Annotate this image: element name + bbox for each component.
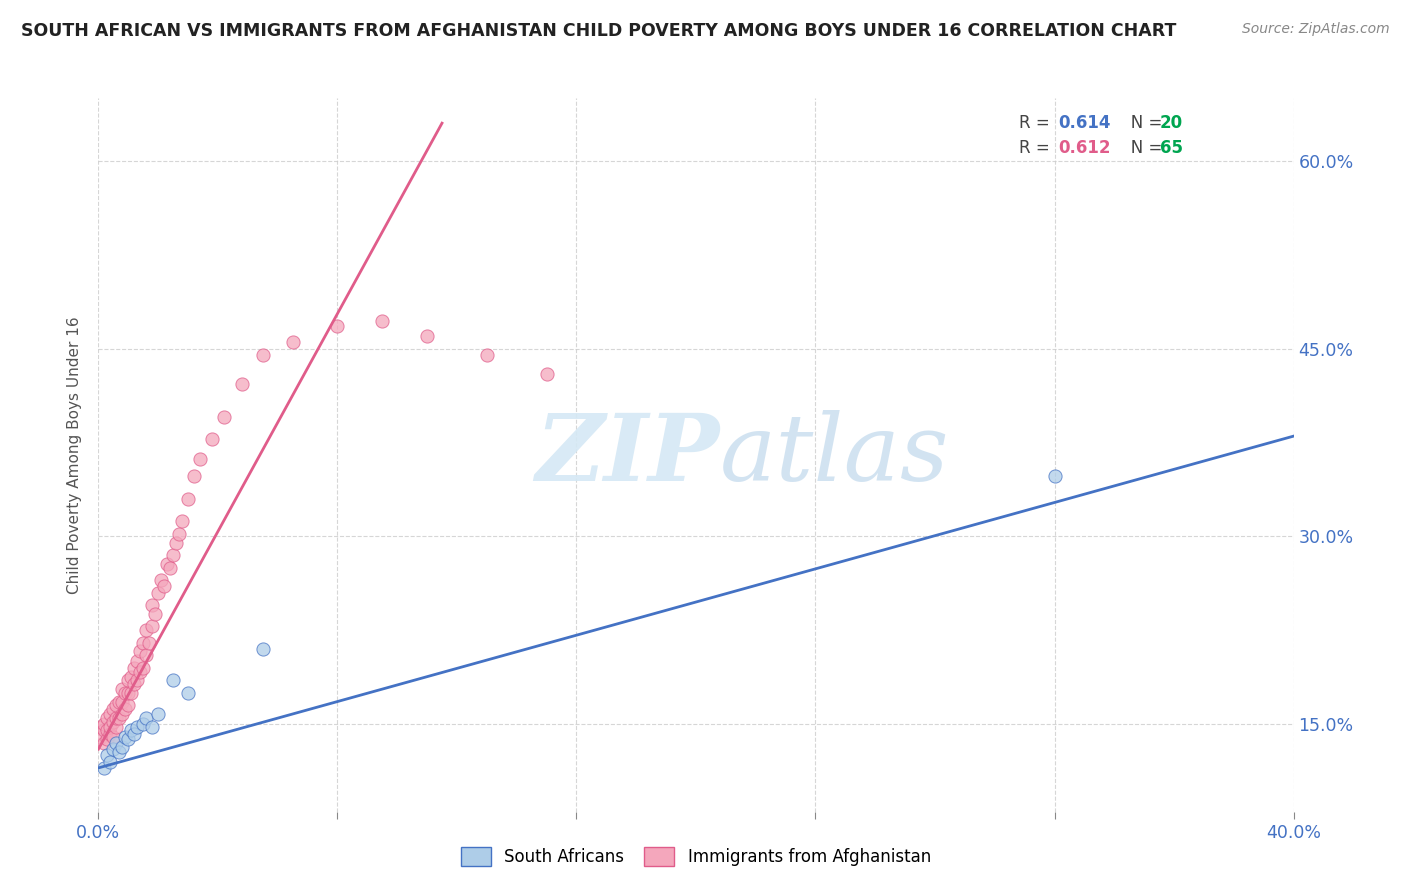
Point: [141, 619, 163, 633]
Text: 65: 65: [1160, 139, 1182, 157]
Point: [93, 761, 115, 775]
Point: [153, 579, 176, 593]
Point: [252, 348, 274, 362]
Point: [148, 707, 170, 722]
Point: [1043, 469, 1066, 483]
Point: [150, 573, 173, 587]
Point: [120, 686, 142, 700]
Point: [156, 557, 179, 571]
Point: [252, 642, 274, 657]
Point: [93, 717, 115, 731]
Point: [177, 686, 200, 700]
Text: 0.612: 0.612: [1059, 139, 1111, 157]
Point: [108, 694, 131, 708]
Point: [141, 720, 163, 734]
Point: [129, 644, 152, 658]
Point: [100, 755, 122, 769]
Text: 20: 20: [1160, 114, 1182, 132]
Point: [93, 736, 115, 750]
Point: [281, 335, 304, 350]
Point: [117, 673, 139, 688]
Point: [371, 314, 394, 328]
Point: [148, 585, 170, 599]
Point: [127, 720, 149, 734]
Text: 0.614: 0.614: [1059, 114, 1111, 132]
Point: [105, 711, 128, 725]
Point: [96, 748, 118, 763]
Point: [103, 730, 125, 744]
Point: [201, 432, 224, 446]
Point: [177, 491, 200, 506]
Point: [103, 714, 125, 729]
Text: N =: N =: [1115, 139, 1167, 157]
Point: [132, 661, 155, 675]
Point: [212, 410, 235, 425]
Text: atlas: atlas: [720, 410, 949, 500]
Point: [100, 727, 122, 741]
Legend: South Africans, Immigrants from Afghanistan: South Africans, Immigrants from Afghanis…: [453, 838, 939, 875]
Point: [124, 661, 146, 675]
Point: [105, 736, 128, 750]
Point: [103, 742, 125, 756]
Point: [96, 732, 118, 747]
Point: [111, 739, 134, 754]
Point: [162, 673, 184, 688]
Text: Source: ZipAtlas.com: Source: ZipAtlas.com: [1241, 22, 1389, 37]
Text: ZIP: ZIP: [536, 410, 720, 500]
Point: [114, 686, 136, 700]
Point: [127, 655, 149, 669]
Point: [326, 318, 349, 333]
Point: [117, 686, 139, 700]
Point: [120, 723, 142, 738]
Point: [124, 727, 146, 741]
Point: [188, 451, 211, 466]
Text: R =: R =: [1019, 114, 1056, 132]
Point: [143, 607, 166, 621]
Point: [475, 348, 498, 362]
Point: [117, 732, 139, 747]
Point: [135, 648, 157, 663]
Point: [108, 745, 131, 759]
Point: [231, 376, 253, 391]
Point: [172, 514, 194, 528]
Point: [536, 367, 558, 381]
Point: [165, 535, 187, 549]
Point: [167, 526, 190, 541]
Point: [183, 469, 205, 483]
Point: [103, 702, 125, 716]
Point: [124, 677, 146, 691]
Y-axis label: Child Poverty Among Boys Under 16: Child Poverty Among Boys Under 16: [67, 316, 83, 594]
Point: [96, 711, 118, 725]
Point: [105, 720, 128, 734]
Point: [114, 702, 136, 716]
Point: [135, 711, 157, 725]
Point: [114, 730, 136, 744]
Point: [138, 636, 160, 650]
Point: [129, 665, 152, 679]
Text: N =: N =: [1115, 114, 1167, 132]
Point: [96, 723, 118, 738]
Point: [90, 730, 112, 744]
Point: [162, 548, 184, 562]
Point: [416, 329, 439, 343]
Point: [111, 681, 134, 696]
Text: R =: R =: [1019, 139, 1056, 157]
Point: [111, 707, 134, 722]
Point: [90, 720, 112, 734]
Point: [127, 673, 149, 688]
Point: [159, 560, 181, 574]
Point: [105, 698, 128, 713]
Point: [93, 723, 115, 738]
Point: [132, 717, 155, 731]
Point: [141, 598, 163, 612]
Point: [117, 698, 139, 713]
Text: SOUTH AFRICAN VS IMMIGRANTS FROM AFGHANISTAN CHILD POVERTY AMONG BOYS UNDER 16 C: SOUTH AFRICAN VS IMMIGRANTS FROM AFGHANI…: [21, 22, 1177, 40]
Point: [108, 711, 131, 725]
Point: [100, 720, 122, 734]
Point: [135, 623, 157, 637]
Point: [132, 636, 155, 650]
Point: [111, 694, 134, 708]
Point: [120, 669, 142, 683]
Point: [100, 707, 122, 722]
